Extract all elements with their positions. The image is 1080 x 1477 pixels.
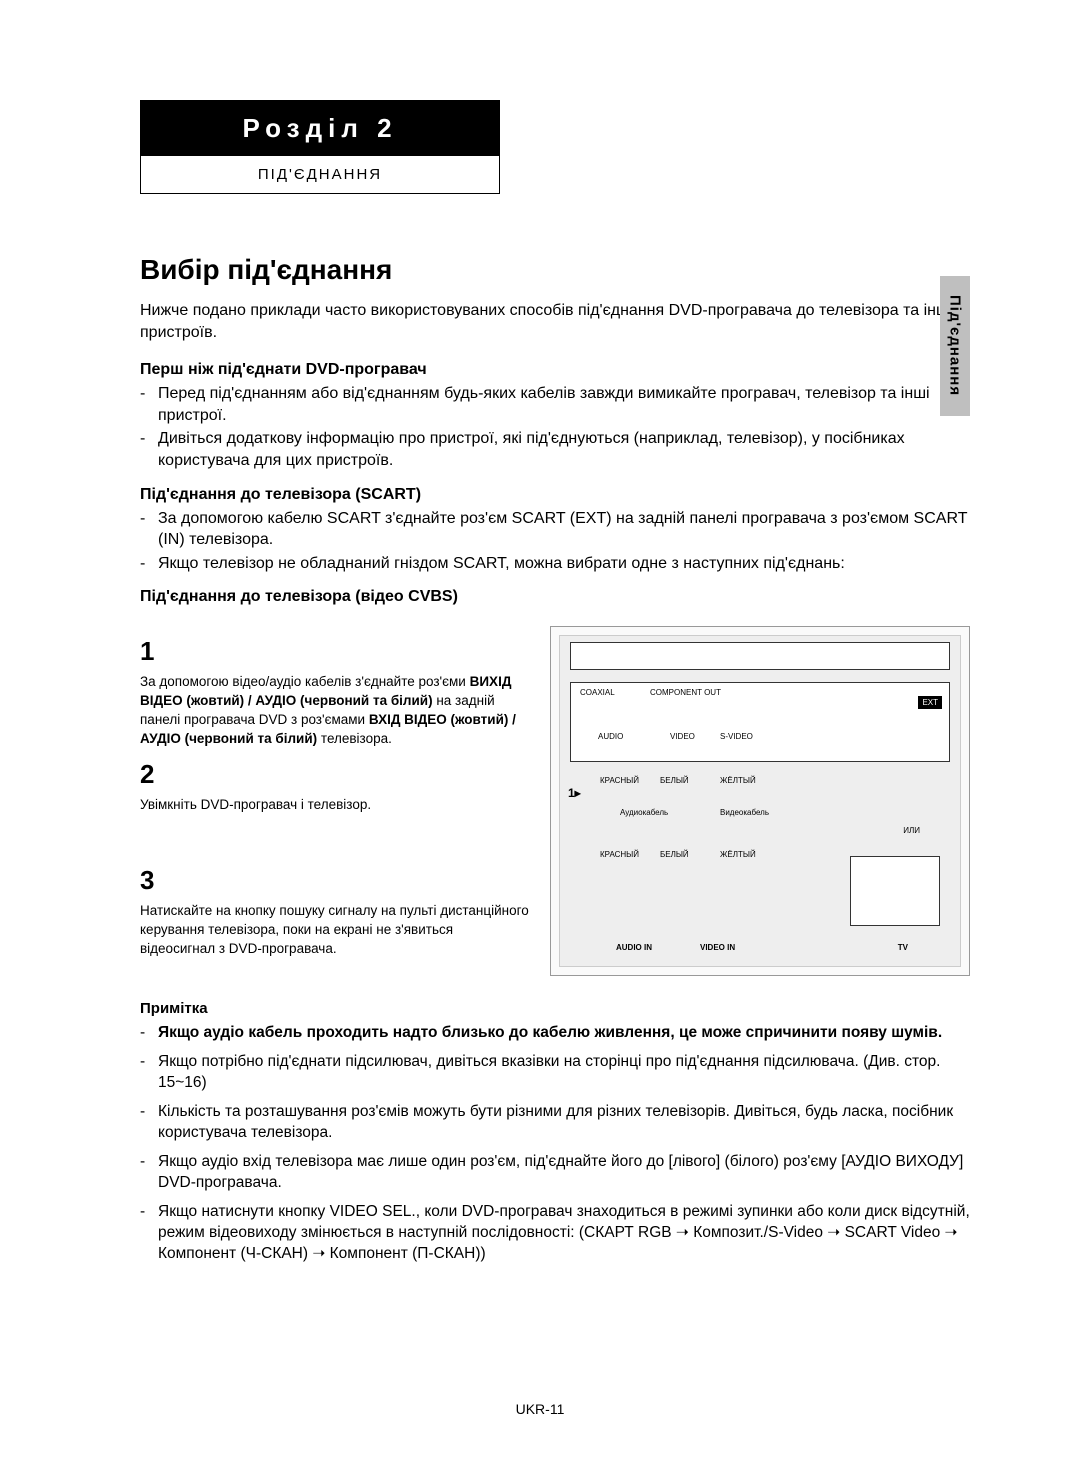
dash: - xyxy=(140,1202,158,1265)
sub1-heading: Перш ніж під'єднати DVD-програвач xyxy=(140,361,970,379)
bullet-text: За допомогою кабелю SCART з'єднайте роз'… xyxy=(158,508,970,551)
chapter-title: Розділ 2 xyxy=(141,101,499,156)
note-bold: Якщо аудіо кабель проходить надто близьк… xyxy=(158,1024,942,1041)
section-title: Вибір під'єднання xyxy=(140,254,970,286)
bullet-text: Якщо аудіо вхід телевізора має лише один… xyxy=(158,1152,970,1194)
list-item: - Якщо телевізор не обладнаний гніздом S… xyxy=(140,553,970,575)
step1-marker: 1▸ xyxy=(568,786,581,800)
note-heading: Примітка xyxy=(140,1000,970,1017)
intro-text: Нижче подано приклади часто використовув… xyxy=(140,300,970,343)
dash: - xyxy=(140,508,158,551)
sub2-heading: Під'єднання до телевізора (SCART) xyxy=(140,486,970,504)
list-item: - Кількість та розташування роз'ємів мож… xyxy=(140,1102,970,1144)
red-label2: КРАСНЫЙ xyxy=(600,850,639,859)
bullet-text: Якщо аудіо кабель проходить надто близьк… xyxy=(158,1023,970,1044)
step-number: 1 xyxy=(140,636,530,667)
audio-label: AUDIO xyxy=(598,732,623,741)
bullet-text: Перед під'єднанням або від'єднанням будь… xyxy=(158,383,970,426)
step-3-text: Натискайте на кнопку пошуку сигналу на п… xyxy=(140,902,530,959)
white-label2: БЕЛЫЙ xyxy=(660,850,689,859)
component-label: COMPONENT OUT xyxy=(650,688,721,697)
list-item: - Якщо аудіо вхід телевізора має лише од… xyxy=(140,1152,970,1194)
list-item: - Якщо аудіо кабель проходить надто близ… xyxy=(140,1023,970,1044)
videoin-label: VIDEO IN xyxy=(700,943,735,952)
yellow-label2: ЖЁЛТЫЙ xyxy=(720,850,756,859)
step-number: 2 xyxy=(140,759,530,790)
videocable-label: Видеокабель xyxy=(720,808,769,817)
text: телевізора. xyxy=(317,731,392,746)
video-label: VIDEO xyxy=(670,732,695,741)
steps-area: 1 За допомогою відео/аудіо кабелів з'єдн… xyxy=(140,626,970,976)
connection-diagram: COAXIAL COMPONENT OUT AUDIO VIDEO S-VIDE… xyxy=(550,626,970,976)
notes-block: - Якщо аудіо кабель проходить надто близ… xyxy=(140,1023,970,1264)
yellow-label: ЖЁЛТЫЙ xyxy=(720,776,756,785)
list-item: - Перед під'єднанням або від'єднанням бу… xyxy=(140,383,970,426)
dash: - xyxy=(140,1152,158,1194)
dash: - xyxy=(140,1102,158,1144)
sub2-bullets: - За допомогою кабелю SCART з'єднайте ро… xyxy=(140,508,970,575)
bullet-text: Дивіться додаткову інформацію про пристр… xyxy=(158,428,970,471)
chapter-header: Розділ 2 ПІД'ЄДНАННЯ xyxy=(140,100,500,194)
connector-panel xyxy=(570,682,950,762)
bullet-text: Якщо натиснути кнопку VIDEO SEL., коли D… xyxy=(158,1202,970,1265)
sub3-heading: Під'єднання до телевізора (відео CVBS) xyxy=(140,588,970,606)
dash: - xyxy=(140,428,158,471)
dash: - xyxy=(140,553,158,575)
list-item: - За допомогою кабелю SCART з'єднайте ро… xyxy=(140,508,970,551)
list-item: - Якщо натиснути кнопку VIDEO SEL., коли… xyxy=(140,1202,970,1265)
dash: - xyxy=(140,1023,158,1044)
dvd-back-panel xyxy=(570,642,950,670)
step-1-text: За допомогою відео/аудіо кабелів з'єднай… xyxy=(140,673,530,749)
list-item: - Дивіться додаткову інформацію про прис… xyxy=(140,428,970,471)
audiocable-label: Аудиокабель xyxy=(620,808,668,817)
step-number: 3 xyxy=(140,865,530,896)
page-number: UKR-11 xyxy=(0,1401,1080,1417)
coaxial-label: COAXIAL xyxy=(580,688,615,697)
ext-label: EXT xyxy=(918,696,942,709)
side-tab: Під'єднання xyxy=(940,276,970,416)
steps-left: 1 За допомогою відео/аудіо кабелів з'єдн… xyxy=(140,626,530,976)
bullet-text: Якщо потрібно під'єднати підсилювач, див… xyxy=(158,1052,970,1094)
side-tab-label: Під'єднання xyxy=(947,295,964,396)
step-2-text: Увімкніть DVD-програвач і телевізор. xyxy=(140,796,530,815)
bullet-text: Якщо телевізор не обладнаний гніздом SCA… xyxy=(158,553,970,575)
audioin-label: AUDIO IN xyxy=(616,943,652,952)
dash: - xyxy=(140,1052,158,1094)
or-label: ИЛИ xyxy=(903,826,920,835)
text: За допомогою відео/аудіо кабелів з'єднай… xyxy=(140,674,470,689)
sub1-bullets: - Перед під'єднанням або від'єднанням бу… xyxy=(140,383,970,471)
svideo-label: S-VIDEO xyxy=(720,732,753,741)
white-label: БЕЛЫЙ xyxy=(660,776,689,785)
diagram-placeholder: COAXIAL COMPONENT OUT AUDIO VIDEO S-VIDE… xyxy=(559,635,961,967)
tv-box xyxy=(850,856,940,926)
red-label: КРАСНЫЙ xyxy=(600,776,639,785)
bullet-text: Кількість та розташування роз'ємів можут… xyxy=(158,1102,970,1144)
chapter-subtitle: ПІД'ЄДНАННЯ xyxy=(141,156,499,193)
dash: - xyxy=(140,383,158,426)
tv-label: TV xyxy=(898,943,908,952)
list-item: - Якщо потрібно під'єднати підсилювач, д… xyxy=(140,1052,970,1094)
